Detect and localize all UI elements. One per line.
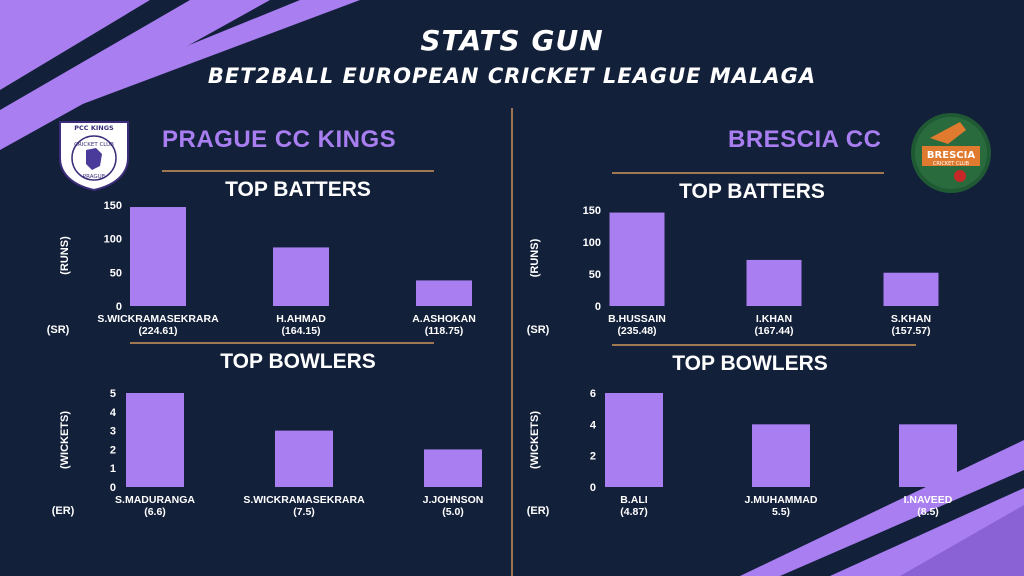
svg-text:BRESCIA: BRESCIA <box>927 150 975 161</box>
rule-right-mid <box>612 344 916 346</box>
category-label: S.WICKRAMASEKRARA <box>97 313 219 325</box>
secondary-value-label: (118.75) <box>425 325 464 337</box>
y-tick-label: 100 <box>104 234 122 246</box>
category-label: J.MUHAMMAD <box>745 494 818 506</box>
category-label: J.JOHNSON <box>423 494 484 506</box>
bar <box>746 259 802 306</box>
bar <box>275 430 333 487</box>
y-tick-label: 3 <box>110 426 116 438</box>
y-tick-label: 150 <box>583 205 601 217</box>
secondary-metric-label: (SR) <box>47 324 70 336</box>
league-subtitle: BET2BALL EUROPEAN CRICKET LEAGUE MALAGA <box>207 64 817 88</box>
y-axis-label: (RUNS) <box>529 238 541 277</box>
bar <box>416 280 472 306</box>
y-tick-label: 1 <box>110 463 116 475</box>
category-label: I.KHAN <box>756 313 792 325</box>
y-tick-label: 2 <box>110 444 116 456</box>
secondary-metric-label: (ER) <box>527 505 550 517</box>
y-tick-label: 0 <box>110 482 116 494</box>
team-name-right: BRESCIA CC <box>728 126 882 153</box>
secondary-value-label: (164.15) <box>281 325 320 337</box>
bar <box>752 424 810 487</box>
y-tick-label: 0 <box>595 301 601 313</box>
y-tick-label: 0 <box>116 301 122 313</box>
y-tick-label: 150 <box>104 200 122 212</box>
svg-text:CRICKET CLUB: CRICKET CLUB <box>933 161 970 167</box>
page-title: STATS GUN <box>420 24 604 57</box>
secondary-value-label: (167.44) <box>754 325 793 337</box>
secondary-value-label: (4.87) <box>620 506 647 518</box>
y-tick-label: 5 <box>110 388 116 400</box>
y-tick-label: 6 <box>590 388 596 400</box>
secondary-metric-label: (ER) <box>52 505 75 517</box>
secondary-value-label: 5.5) <box>772 506 790 518</box>
svg-text:CRICKET CLUB: CRICKET CLUB <box>74 142 114 148</box>
section-title-left-batters: TOP BATTERS <box>225 178 371 201</box>
team-name-left: PRAGUE CC KINGS <box>162 126 397 153</box>
y-tick-label: 100 <box>583 237 601 249</box>
y-tick-label: 50 <box>110 267 122 279</box>
bar <box>126 393 184 487</box>
secondary-value-label: (7.5) <box>293 506 315 518</box>
category-label: H.AHMAD <box>276 313 326 325</box>
rule-right-top <box>612 172 884 174</box>
category-label: S.WICKRAMASEKRARA <box>243 494 365 506</box>
bar <box>273 247 329 306</box>
y-axis-label: (WICKETS) <box>59 411 71 469</box>
y-tick-label: 4 <box>110 407 117 419</box>
section-title-left-bowlers: TOP BOWLERS <box>220 350 376 373</box>
y-tick-label: 4 <box>590 419 597 431</box>
bar <box>605 393 663 487</box>
bar <box>899 424 957 487</box>
category-label: I.NAVEED <box>904 494 953 506</box>
secondary-value-label: (157.57) <box>891 325 930 337</box>
y-tick-label: 2 <box>590 451 596 463</box>
secondary-value-label: (5.0) <box>442 506 464 518</box>
brescia-cc-logo: BRESCIA CRICKET CLUB <box>911 113 991 193</box>
prague-cc-kings-logo: PCC KINGS CRICKET CLUB PRAGUE <box>59 121 129 192</box>
bar <box>883 272 939 306</box>
bar <box>609 212 665 306</box>
bar <box>130 207 186 306</box>
y-axis-label: (WICKETS) <box>529 411 541 469</box>
svg-text:PRAGUE: PRAGUE <box>83 174 106 180</box>
rule-left-mid <box>130 342 434 344</box>
svg-text:PCC KINGS: PCC KINGS <box>74 124 114 132</box>
y-tick-label: 50 <box>589 269 601 281</box>
section-title-right-batters: TOP BATTERS <box>679 180 825 203</box>
y-tick-label: 0 <box>590 482 596 494</box>
secondary-metric-label: (SR) <box>527 324 550 336</box>
category-label: A.ASHOKAN <box>412 313 476 325</box>
y-axis-label: (RUNS) <box>59 236 71 275</box>
center-divider <box>511 108 513 576</box>
section-title-right-bowlers: TOP BOWLERS <box>672 352 828 375</box>
secondary-value-label: (224.61) <box>138 325 177 337</box>
secondary-value-label: (6.6) <box>144 506 166 518</box>
category-label: S.MADURANGA <box>115 494 195 506</box>
secondary-value-label: (235.48) <box>617 325 656 337</box>
category-label: S.KHAN <box>891 313 931 325</box>
secondary-value-label: (8.5) <box>917 506 939 518</box>
category-label: B.HUSSAIN <box>608 313 666 325</box>
bar <box>424 449 482 487</box>
category-label: B.ALI <box>620 494 647 506</box>
rule-left-top <box>162 170 434 172</box>
